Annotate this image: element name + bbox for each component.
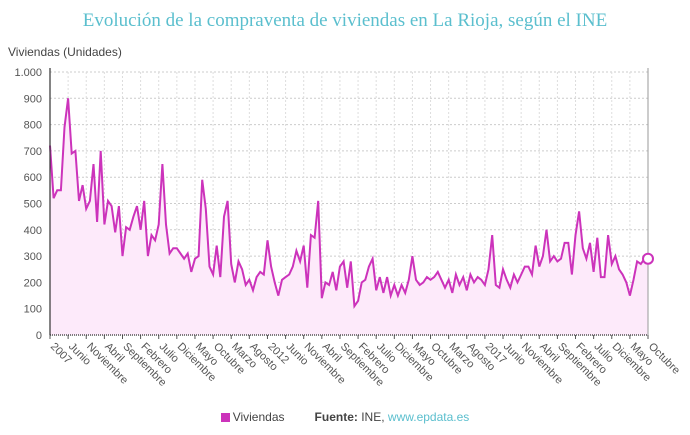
y-tick-label: 800 (24, 120, 42, 132)
legend-swatch (220, 413, 230, 422)
chart-title: Evolución de la compraventa de viviendas… (82, 10, 608, 31)
y-tick-label: 400 (24, 225, 42, 237)
source-link[interactable]: www.epdata.es (387, 410, 470, 424)
area-fill (50, 98, 648, 335)
legend-label: Viviendas (232, 410, 285, 424)
data-point (642, 252, 654, 265)
y-tick-label: 600 (24, 172, 42, 184)
y-axis-label: Viviendas (Unidades) (8, 45, 122, 59)
y-tick-label: 1.000 (14, 67, 42, 79)
source-text: INE, (361, 410, 385, 424)
y-tick-label: 700 (24, 146, 42, 158)
source-note: Fuente: INE, www.epdata.es (315, 410, 470, 424)
source-label: Fuente: (314, 410, 358, 424)
y-tick-label: 900 (24, 93, 42, 105)
y-tick-label: 200 (24, 277, 42, 289)
legend: Viviendas Fuente: INE, www.epdata.es (0, 410, 690, 424)
legend-item-viviendas[interactable]: Viviendas (220, 410, 285, 424)
y-tick-label: 500 (24, 199, 42, 211)
y-tick-label: 100 (24, 304, 42, 316)
y-tick-label: 0 (36, 330, 42, 342)
series-line-viviendas (49, 98, 648, 309)
y-tick-label: 300 (24, 251, 42, 263)
